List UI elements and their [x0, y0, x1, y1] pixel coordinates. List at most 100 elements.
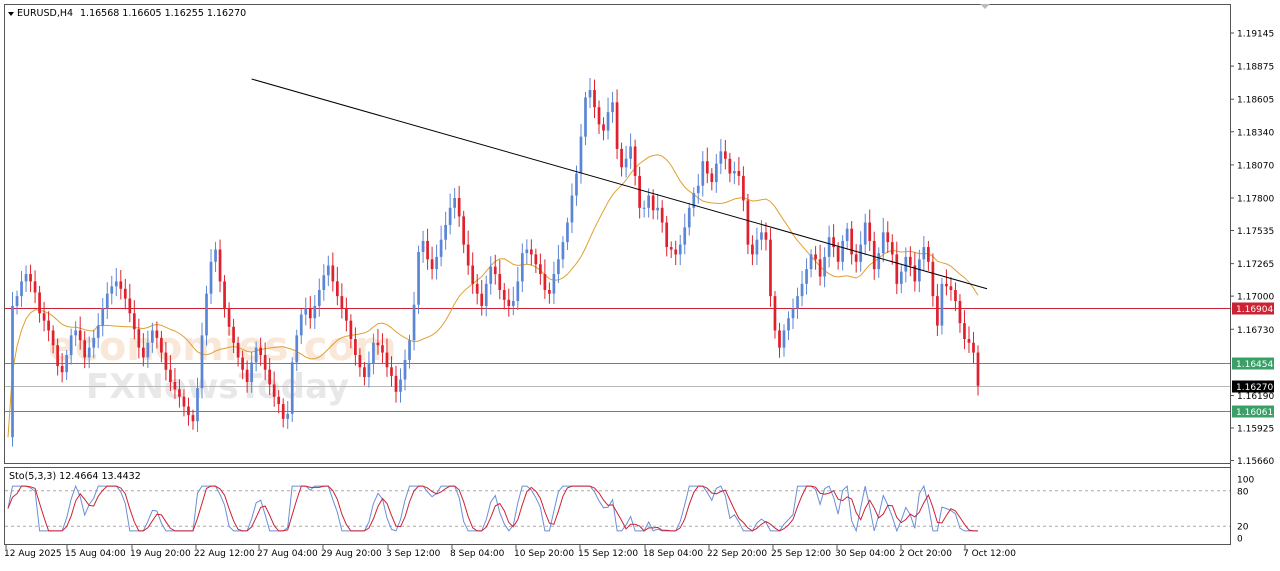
candle-bear — [954, 289, 957, 302]
candle-bull — [683, 227, 687, 245]
candle-bear — [931, 261, 935, 297]
candle-bull — [881, 232, 885, 254]
time-tick-label: 15 Aug 04:00 — [65, 549, 126, 559]
candle-bull — [701, 161, 705, 186]
candle-bear — [123, 288, 127, 299]
candle-bull — [557, 259, 560, 275]
candle-bear — [308, 308, 312, 319]
stoch-tick-label: 20 — [1237, 523, 1249, 533]
price-tick-label: 1.18340 — [1237, 128, 1274, 138]
candle-bull — [214, 249, 217, 262]
candle-bear — [223, 281, 226, 309]
time-tick-label: 25 Sep 12:00 — [771, 549, 831, 559]
candle-bull — [606, 112, 610, 131]
candle-bull — [24, 274, 28, 282]
candle-bull — [899, 271, 903, 284]
time-tick-label: 30 Sep 04:00 — [835, 549, 895, 559]
ma-line — [7, 154, 979, 438]
time-tick-label: 22 Sep 20:00 — [707, 549, 767, 559]
candle-bull — [295, 335, 299, 363]
candle-bull — [877, 253, 881, 270]
candle-bear — [141, 347, 145, 358]
candle-bear — [651, 195, 655, 211]
stoch-lines — [7, 484, 978, 533]
candle-bear — [56, 345, 59, 367]
candle-bull — [412, 304, 416, 341]
level-label: 1.16904 — [1236, 305, 1273, 315]
candle-bear — [187, 406, 190, 416]
candle-bear — [742, 175, 745, 201]
candle-bear — [128, 298, 132, 314]
level-lines — [5, 308, 1230, 412]
candle-bull — [791, 308, 795, 319]
candle-bear — [597, 107, 601, 125]
candle-bear — [381, 345, 384, 353]
price-tick-label: 1.15660 — [1237, 457, 1274, 467]
stoch-levels — [5, 490, 1230, 527]
candle-bear — [475, 283, 479, 294]
candle-bear — [272, 384, 276, 397]
time-tick-label: 15 Sep 12:00 — [578, 549, 638, 559]
candle-bear — [602, 124, 605, 131]
stoch-label: Sto(5,3,3) 12.4664 13.4432 — [9, 471, 141, 482]
candle-bear — [376, 342, 380, 346]
candle-bull — [484, 283, 488, 306]
candle-bull — [904, 256, 908, 272]
candle-bear — [345, 308, 348, 321]
candle-bear — [963, 323, 966, 340]
candle-bear — [462, 216, 466, 245]
candle-bear — [363, 367, 366, 378]
candle-bull — [96, 325, 100, 338]
candle-bear — [60, 366, 64, 373]
level-label: 1.16270 — [1236, 383, 1273, 393]
candle-bear — [232, 326, 235, 343]
candle-bull — [200, 335, 204, 389]
candle-bull — [74, 330, 78, 336]
candle-bull — [827, 237, 831, 257]
candle-bear — [227, 308, 231, 327]
candle-bull — [205, 293, 208, 336]
trendline — [251, 78, 988, 290]
candle-bear — [665, 222, 669, 248]
candle-bull — [511, 301, 515, 306]
candle-bear — [78, 330, 82, 341]
candle-bull — [678, 244, 682, 255]
candle-bear — [218, 249, 222, 282]
candle-bear — [349, 320, 353, 340]
ohlc-quote: 1.16568 1.16605 1.16255 1.16270 — [80, 8, 246, 19]
price-tick-label: 1.19145 — [1237, 30, 1274, 40]
candle-bear — [169, 369, 172, 382]
candle-bull — [453, 197, 457, 208]
candle-bull — [755, 239, 759, 255]
time-tick-label: 2 Oct 20:00 — [899, 549, 952, 559]
candle-bear — [615, 102, 619, 149]
candle-bear — [173, 381, 177, 390]
price-axis-ticks: 1.19145 1.18875 1.18605 1.18340 1.18070 1.178… — [1230, 30, 1274, 467]
candle-bear — [737, 171, 741, 176]
candle-bear — [674, 249, 678, 255]
candle-bear — [534, 254, 538, 265]
price-tick-label: 1.16190 — [1237, 392, 1274, 402]
price-tick-label: 1.17265 — [1237, 260, 1274, 270]
candle-bear — [660, 207, 664, 223]
symbol-dropdown-icon[interactable] — [8, 12, 14, 16]
candle-bear — [390, 367, 393, 376]
candle-bull — [800, 283, 804, 297]
candle-bear — [426, 240, 429, 260]
candle-bull — [317, 289, 321, 306]
candle-bear — [47, 320, 50, 331]
candle-bear — [836, 247, 840, 262]
candle-bear — [751, 244, 754, 255]
candle-bull — [421, 240, 425, 252]
candle-bear — [137, 329, 141, 348]
candle-bear — [277, 396, 281, 405]
scroll-marker-icon[interactable] — [980, 4, 990, 9]
candle-bear — [281, 404, 285, 419]
candle-bear — [38, 292, 41, 314]
price-tick-label: 1.18070 — [1237, 161, 1274, 171]
candle-bull — [209, 261, 213, 294]
candle-bull — [629, 146, 632, 159]
candle-bear — [466, 244, 470, 266]
candle-bear — [83, 340, 87, 358]
candle-bull — [114, 281, 118, 287]
